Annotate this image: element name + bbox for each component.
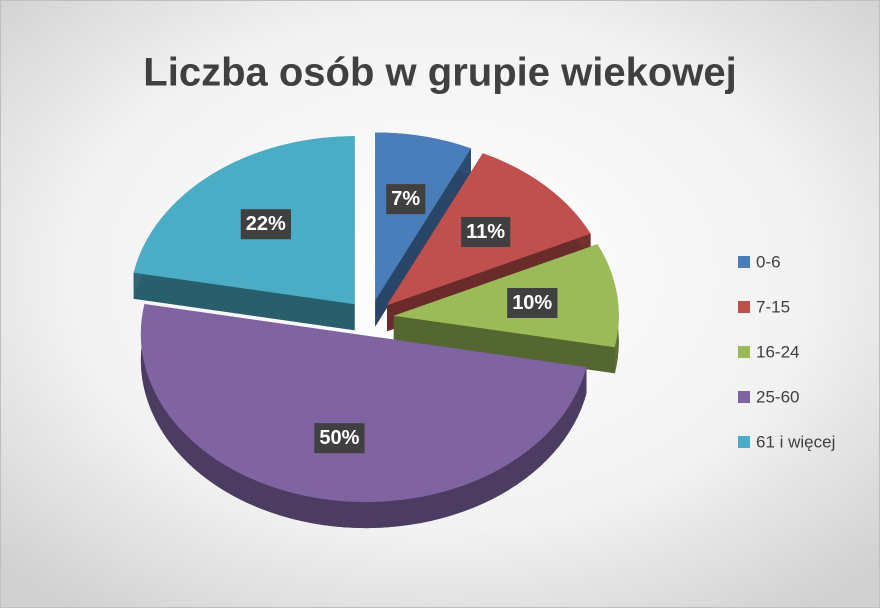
data-label-box <box>314 423 365 454</box>
legend-swatch <box>738 256 750 268</box>
legend-swatch <box>738 301 750 313</box>
legend-label: 25-60 <box>756 387 799 406</box>
data-label: 7% <box>391 188 420 210</box>
legend-swatch <box>738 346 750 358</box>
legend-label: 61 i więcej <box>756 432 835 451</box>
slice-top <box>140 304 587 503</box>
data-label: 10% <box>512 292 552 314</box>
legend-swatch <box>738 391 750 403</box>
legend-label: 7-15 <box>756 297 790 316</box>
data-label: 50% <box>319 427 359 449</box>
data-label-box <box>461 216 511 247</box>
slice-wall <box>393 315 615 374</box>
chart-title: Liczba osób w grupie wiekowej <box>143 51 736 95</box>
data-label-box <box>507 287 558 318</box>
slice-top <box>375 132 471 301</box>
slice-wall <box>375 148 471 327</box>
legend-label: 0-6 <box>756 252 781 271</box>
data-label-box <box>240 209 292 240</box>
data-label-box <box>386 184 426 215</box>
legend-label: 16-24 <box>756 342 799 361</box>
slice <box>393 244 619 374</box>
slice-wall <box>133 272 355 331</box>
data-label: 22% <box>246 213 286 235</box>
data-label: 11% <box>466 221 505 243</box>
slice <box>375 132 471 327</box>
legend-swatch <box>738 436 750 448</box>
slice-top <box>393 244 619 348</box>
